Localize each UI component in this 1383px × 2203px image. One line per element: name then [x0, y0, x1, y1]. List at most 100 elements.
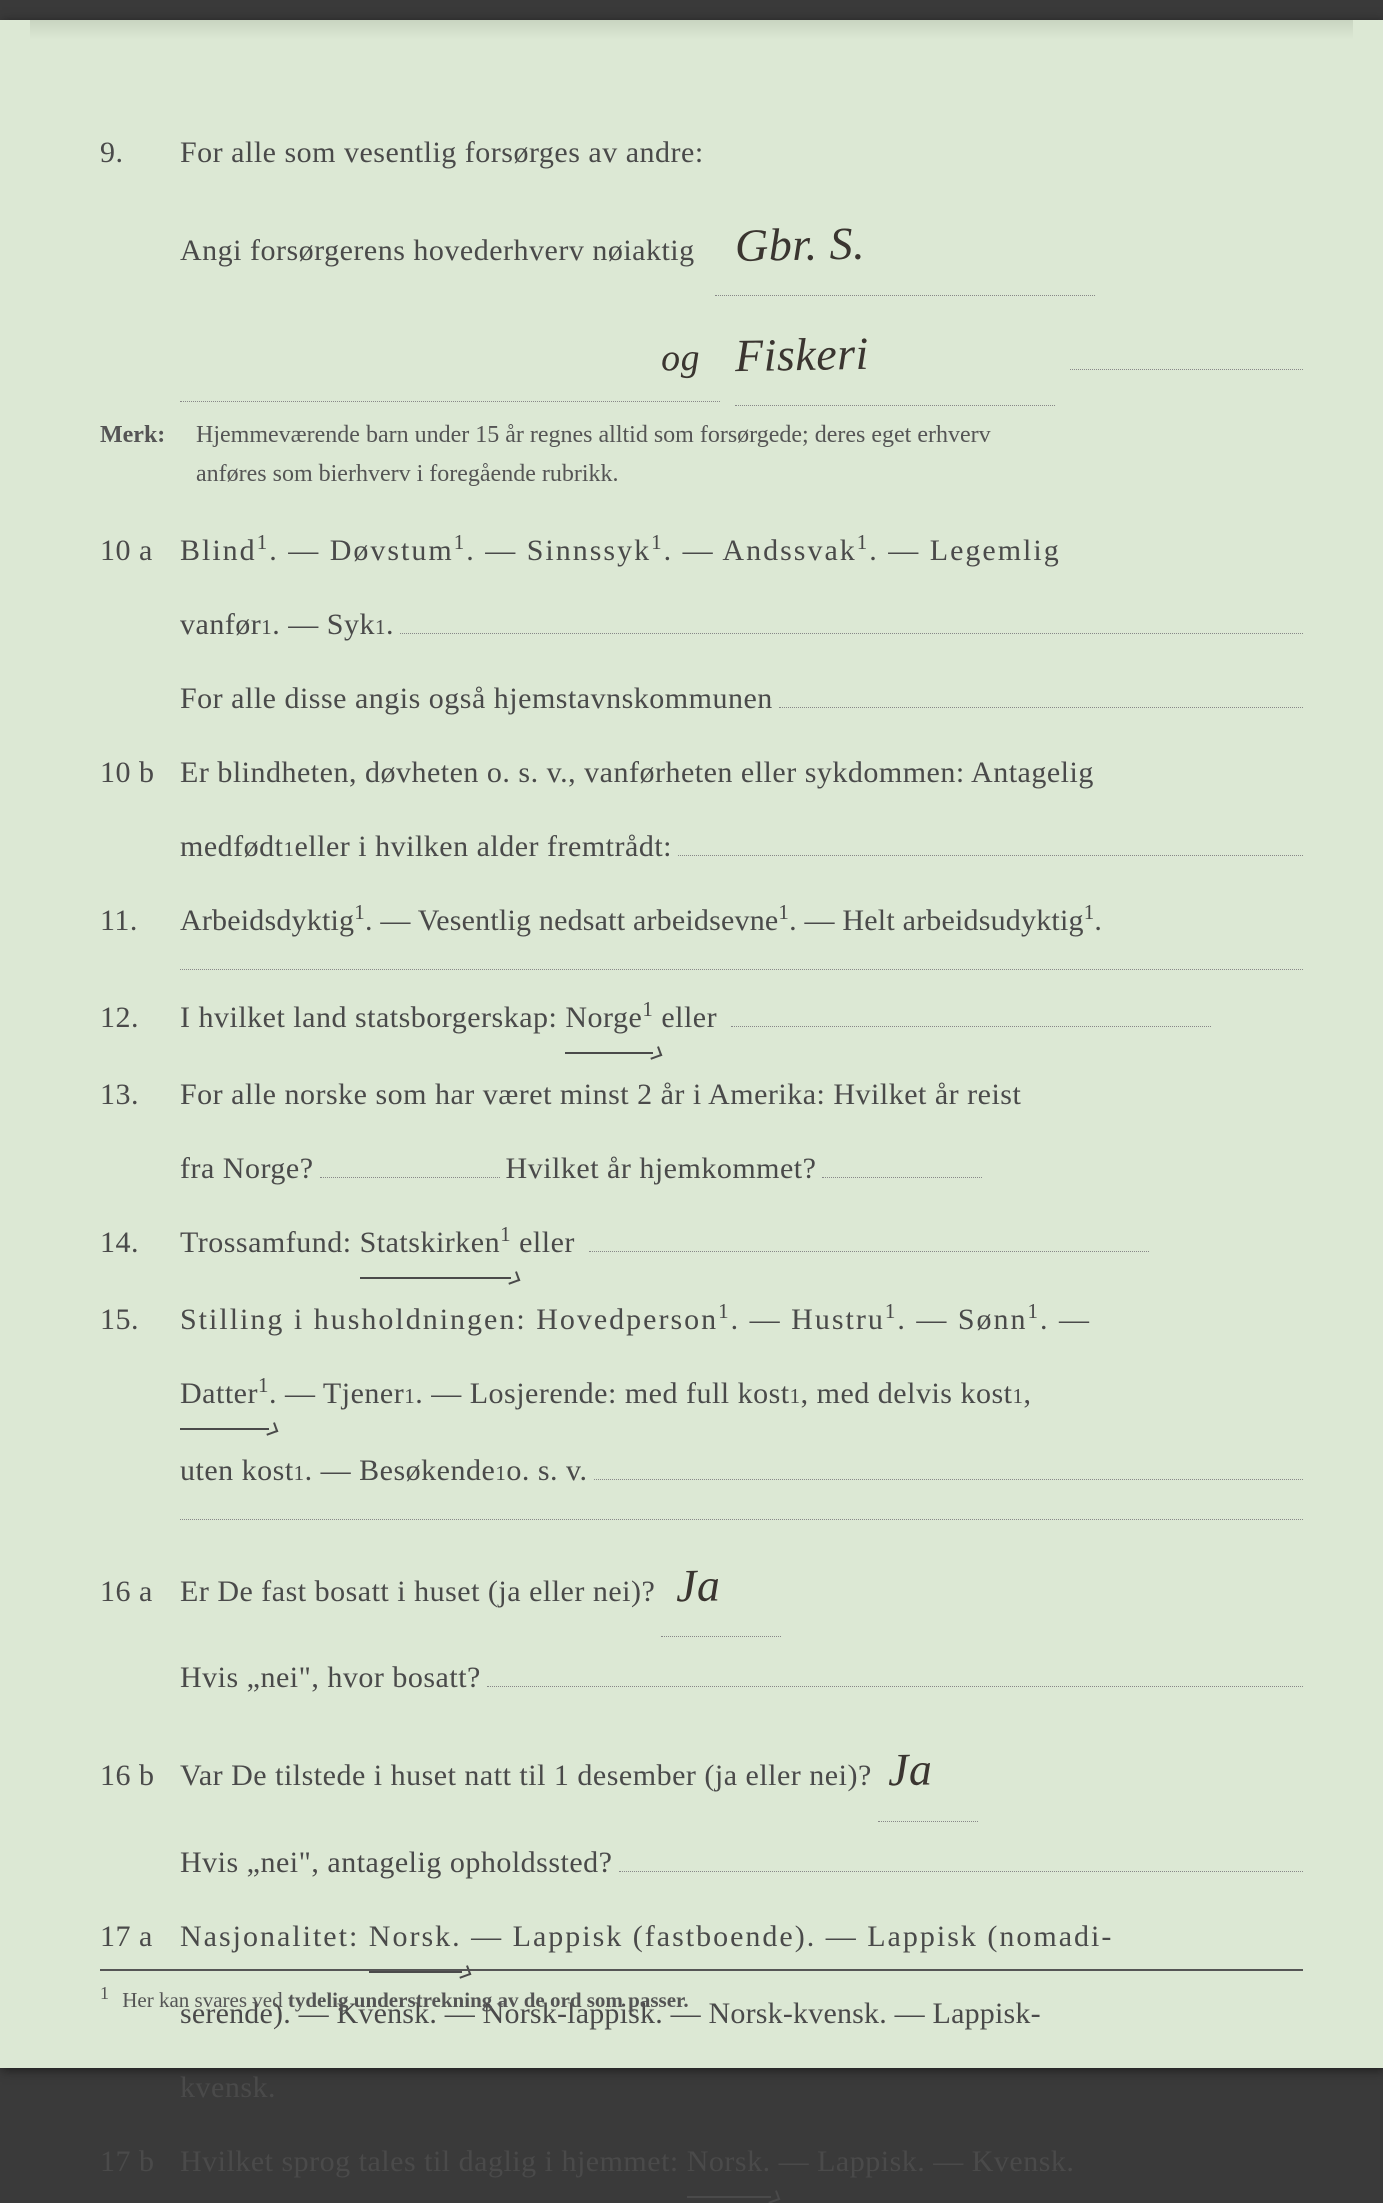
q11-line: 11. Arbeidsdyktig1. — Vesentlig nedsatt …: [100, 888, 1303, 954]
q15-line3: uten kost1. — Besøkende1 o. s. v.: [100, 1438, 1303, 1504]
q10b-fill[interactable]: [678, 826, 1303, 856]
q10a-t2c: .: [386, 592, 394, 658]
divider-1: [180, 969, 1303, 970]
q14-content: Trossamfund: Statskirken1 eller: [180, 1210, 1303, 1279]
q17a-t3: kvensk.: [180, 2055, 276, 2121]
q16b-handwriting: Ja: [877, 1719, 933, 1821]
q12-pre: I hvilket land statsborgerskap:: [180, 1001, 565, 1034]
q15-datter-underlined: Datter1: [180, 1361, 269, 1430]
sup-icon: 1: [294, 1450, 305, 1496]
q17a-line3: kvensk.: [100, 2055, 1303, 2121]
q11-tc: . — Helt arbeidsudyktig: [789, 904, 1084, 937]
q17b-line: 17 b Hvilket sprog tales til daglig i hj…: [100, 2129, 1303, 2198]
q9-line1: 9. For alle som vesentlig forsørges av a…: [100, 120, 1303, 186]
q10a-content1: Blind1. — Døvstum1. — Sinnssyk1. — Andss…: [180, 518, 1303, 584]
q15-t2c: , med delvis kost: [801, 1361, 1013, 1427]
q9-og: og: [660, 317, 720, 402]
q16a-number: 16 a: [100, 1559, 180, 1625]
q10a-t2a: vanfør: [180, 592, 261, 658]
q10a-line1: 10 a Blind1. — Døvstum1. — Sinnssyk1. — …: [100, 518, 1303, 584]
q9-text1: For alle som vesentlig forsørges av andr…: [180, 120, 1303, 186]
q15-t1a: Stilling i husholdningen: Hovedperson: [180, 1303, 718, 1336]
q15-t3b: . — Besøkende: [305, 1438, 496, 1504]
sup-icon: 1: [1028, 1299, 1041, 1323]
q16b-line1: 16 b Var De tilstede i huset natt til 1 …: [100, 1719, 1303, 1821]
sup-icon: 1: [1012, 1373, 1023, 1419]
q13-text1: For alle norske som har været minst 2 år…: [180, 1062, 1303, 1128]
q9-answer-field-2a[interactable]: og: [180, 317, 720, 402]
q10a-line2: vanfør1. — Syk1.: [100, 592, 1303, 658]
q13-number: 13.: [100, 1062, 180, 1128]
q16a-line1: 16 a Er De fast bosatt i huset (ja eller…: [100, 1535, 1303, 1637]
q17a-number: 17 a: [100, 1904, 180, 1970]
q16b-answer-field[interactable]: Ja: [878, 1719, 978, 1821]
merk-text2: anføres som bierhverv i foregående rubri…: [196, 461, 619, 487]
q9-answer-field-1[interactable]: Gbr. S.: [715, 194, 1095, 296]
q17b-norsk-underlined: Norsk.: [687, 2129, 771, 2198]
q9-number: 9.: [100, 120, 180, 186]
q11-number: 11.: [100, 888, 180, 954]
q15-t2d: ,: [1023, 1361, 1031, 1427]
sup-icon: 1: [1084, 900, 1095, 924]
q14-number: 14.: [100, 1210, 180, 1276]
q15-t2b: . — Losjerende: med full kost: [415, 1361, 789, 1427]
sup-icon: 1: [500, 1222, 511, 1246]
q9-fill: [1070, 340, 1303, 370]
q17a-norsk-underlined: Norsk.: [369, 1904, 462, 1973]
sup-icon: 1: [885, 1299, 898, 1323]
merk-label: Merk:: [100, 416, 190, 454]
q16a-answer-field[interactable]: Ja: [661, 1535, 781, 1637]
q10a-line3: For alle disse angis også hjemstavnskomm…: [100, 666, 1303, 732]
q9-handwriting-1: Gbr. S.: [714, 193, 866, 297]
q16a-handwriting: Ja: [660, 1535, 721, 1637]
q15-fill[interactable]: [594, 1450, 1303, 1480]
q13-fill1[interactable]: [320, 1148, 500, 1178]
q16a-text1: Er De fast bosatt i huset (ja eller nei)…: [180, 1559, 655, 1625]
sup-icon: 1: [790, 1373, 801, 1419]
q14-pre: Trossamfund:: [180, 1226, 360, 1259]
q10a-fill1[interactable]: [400, 604, 1303, 634]
q17a-t1: — Lappisk (fastboende). — Lappisk (nomad…: [471, 1920, 1113, 1953]
q15-t3a: uten kost: [180, 1438, 294, 1504]
footnote-text-a: Her kan svares ved: [122, 1988, 288, 2012]
q13-line1: 13. For alle norske som har været minst …: [100, 1062, 1303, 1128]
q15-line2: Datter1. — Tjener1. — Losjerende: med fu…: [100, 1361, 1303, 1430]
q10a-t1b: . — Døvstum: [269, 534, 454, 567]
sup-icon: 1: [651, 530, 664, 554]
sup-icon: 1: [718, 1299, 731, 1323]
q12-fill[interactable]: [731, 997, 1211, 1027]
merk-text1: Hjemmeværende barn under 15 år regnes al…: [196, 422, 991, 448]
q15-number: 15.: [100, 1287, 180, 1353]
q9-answer-field-2b[interactable]: Fiskeri: [735, 304, 1055, 406]
q15-t3c: o. s. v.: [506, 1438, 587, 1504]
sup-icon: 1: [375, 604, 386, 650]
q16b-fill[interactable]: [619, 1842, 1304, 1872]
sup-icon: 1: [404, 1373, 415, 1419]
q12-post: eller: [661, 1001, 717, 1034]
q10b-line1: 10 b Er blindheten, døvheten o. s. v., v…: [100, 740, 1303, 806]
q17b-pre: Hvilket sprog tales til daglig i hjemmet…: [180, 2145, 687, 2178]
q14-stats: Statskirken: [360, 1226, 501, 1259]
merk-note: Merk: Hjemmeværende barn under 15 år reg…: [100, 416, 1303, 493]
q16a-fill[interactable]: [487, 1657, 1303, 1687]
q16b-line2: Hvis „nei", antagelig opholdssted?: [100, 1830, 1303, 1896]
q15-datter: Datter: [180, 1377, 258, 1410]
q16a-line2: Hvis „nei", hvor bosatt?: [100, 1645, 1303, 1711]
q15-t2a: . — Tjener: [269, 1361, 404, 1427]
sup-icon: 1: [642, 997, 653, 1021]
footnote-text-b: tydelig understrekning av de ord som pas…: [288, 1988, 689, 2012]
q9-line2: Angi forsørgerens hovederhverv nøiaktig …: [100, 194, 1303, 296]
q17a-content1: Nasjonalitet: Norsk. — Lappisk (fastboen…: [180, 1904, 1303, 1973]
q16b-text2: Hvis „nei", antagelig opholdssted?: [180, 1830, 613, 1896]
q10a-t1c: . — Sinnssyk: [466, 534, 651, 567]
q17a-pre: Nasjonalitet:: [180, 1920, 369, 1953]
q15-content1: Stilling i husholdningen: Hovedperson1. …: [180, 1287, 1303, 1353]
q10b-t2a: medfødt: [180, 814, 283, 880]
q14-fill[interactable]: [589, 1222, 1149, 1252]
sup-icon: 1: [283, 826, 294, 872]
q16b-number: 16 b: [100, 1743, 180, 1809]
q10a-fill2[interactable]: [779, 678, 1303, 708]
q16b-text1: Var De tilstede i huset natt til 1 desem…: [180, 1743, 872, 1809]
q13-fill2[interactable]: [822, 1148, 982, 1178]
sup-icon: 1: [778, 900, 789, 924]
